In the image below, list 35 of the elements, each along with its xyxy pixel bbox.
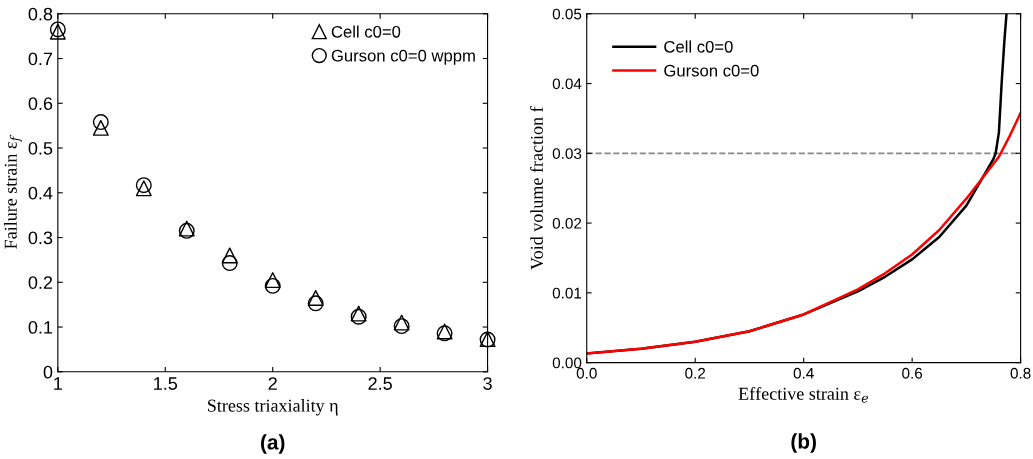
x-tick-label: 1 [54,377,62,390]
legend-label: Gurson c0=0 wppm [331,49,475,65]
y-tick-label: 0.6 [28,97,53,110]
y-axis-title: Failure strain ε$_{f}$ [4,134,23,249]
x-axis-title: Stress triaxiality η [208,399,338,416]
x-tick-label: 0.6 [902,367,923,379]
x-tick-label: 2.5 [368,377,392,390]
x-axis-title: Effective strain ε$_{e}$ [738,386,869,403]
y-axis-title: Void volume fraction f [530,106,544,270]
y-tick-label: 0.5 [28,141,53,155]
legend-label: Cell c0=0 [331,25,401,38]
y-tick-label: 0.02 [552,217,582,229]
y-tick-label: 0.01 [552,287,582,299]
y-tick-label: 0.4 [28,186,53,200]
x-tick-label: 1.5 [154,377,178,390]
text: (b) [791,433,816,453]
text: (a) [261,434,285,454]
y-tick-label: 0.03 [552,148,582,159]
y-tick-label: 0.8 [28,7,53,21]
x-tick-label: 0.0 [576,367,597,379]
y-tick-label: 0.05 [552,8,582,20]
x-tick-label: 0.8 [1010,367,1031,379]
legend-label: Cell c0=0 [664,40,733,53]
y-tick-label: 0.1 [28,320,53,334]
x-tick-label: 2 [268,377,277,390]
legend-label: Gurson c0=0 [664,64,759,77]
x-tick-label: 3 [483,377,492,390]
y-tick-label: 0.7 [28,52,53,66]
y-tick-label: 0 [43,365,53,379]
y-tick-label: 0.00 [552,357,582,369]
x-tick-label: 0.2 [685,367,706,379]
y-tick-label: 0.3 [28,231,53,245]
y-tick-label: 0.2 [28,276,53,290]
x-tick-label: 0.4 [793,367,814,379]
y-tick-label: 0.04 [552,78,582,90]
